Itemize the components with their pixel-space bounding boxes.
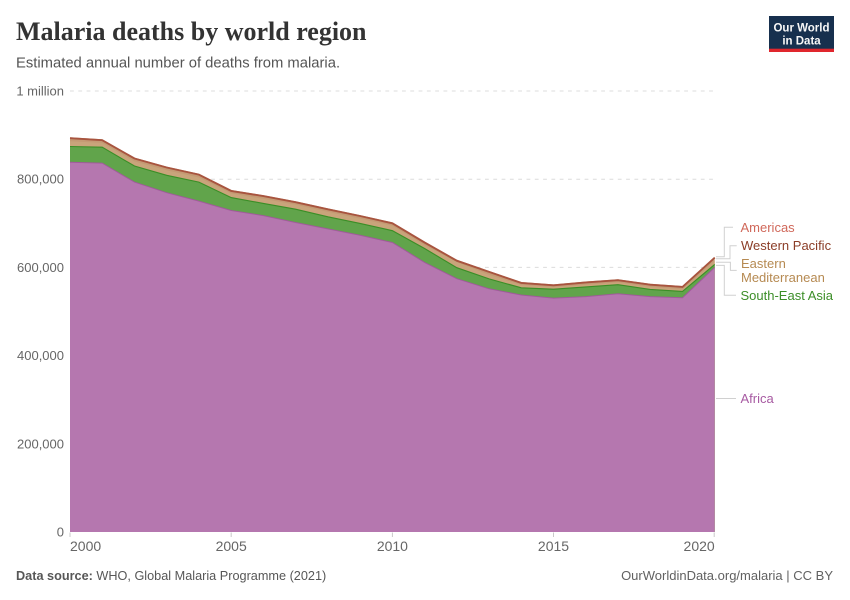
svg-text:Western Pacific: Western Pacific xyxy=(741,238,832,253)
svg-text:600,000: 600,000 xyxy=(17,260,64,275)
svg-text:200,000: 200,000 xyxy=(17,436,64,451)
svg-text:Data source: WHO, Global Malar: Data source: WHO, Global Malaria Program… xyxy=(16,569,326,583)
svg-text:Estimated annual number of dea: Estimated annual number of deaths from m… xyxy=(16,56,340,72)
svg-text:2010: 2010 xyxy=(377,538,408,554)
svg-text:South-East Asia: South-East Asia xyxy=(741,288,834,303)
svg-text:400,000: 400,000 xyxy=(17,348,64,363)
svg-text:2015: 2015 xyxy=(538,538,569,554)
svg-text:1 million: 1 million xyxy=(16,84,64,99)
svg-text:Mediterranean: Mediterranean xyxy=(741,270,825,285)
svg-text:2020: 2020 xyxy=(684,538,715,554)
svg-text:Africa: Africa xyxy=(741,391,775,406)
svg-text:2000: 2000 xyxy=(70,538,101,554)
svg-text:2005: 2005 xyxy=(216,538,247,554)
svg-text:Americas: Americas xyxy=(741,220,796,235)
svg-text:in Data: in Data xyxy=(782,35,821,47)
svg-text:0: 0 xyxy=(57,525,64,540)
svg-text:Eastern: Eastern xyxy=(741,256,786,271)
svg-text:800,000: 800,000 xyxy=(17,172,64,187)
svg-text:OurWorldinData.org/malaria | C: OurWorldinData.org/malaria | CC BY xyxy=(621,568,833,583)
svg-text:Malaria deaths by world region: Malaria deaths by world region xyxy=(16,17,367,46)
svg-text:Our World: Our World xyxy=(773,22,829,34)
